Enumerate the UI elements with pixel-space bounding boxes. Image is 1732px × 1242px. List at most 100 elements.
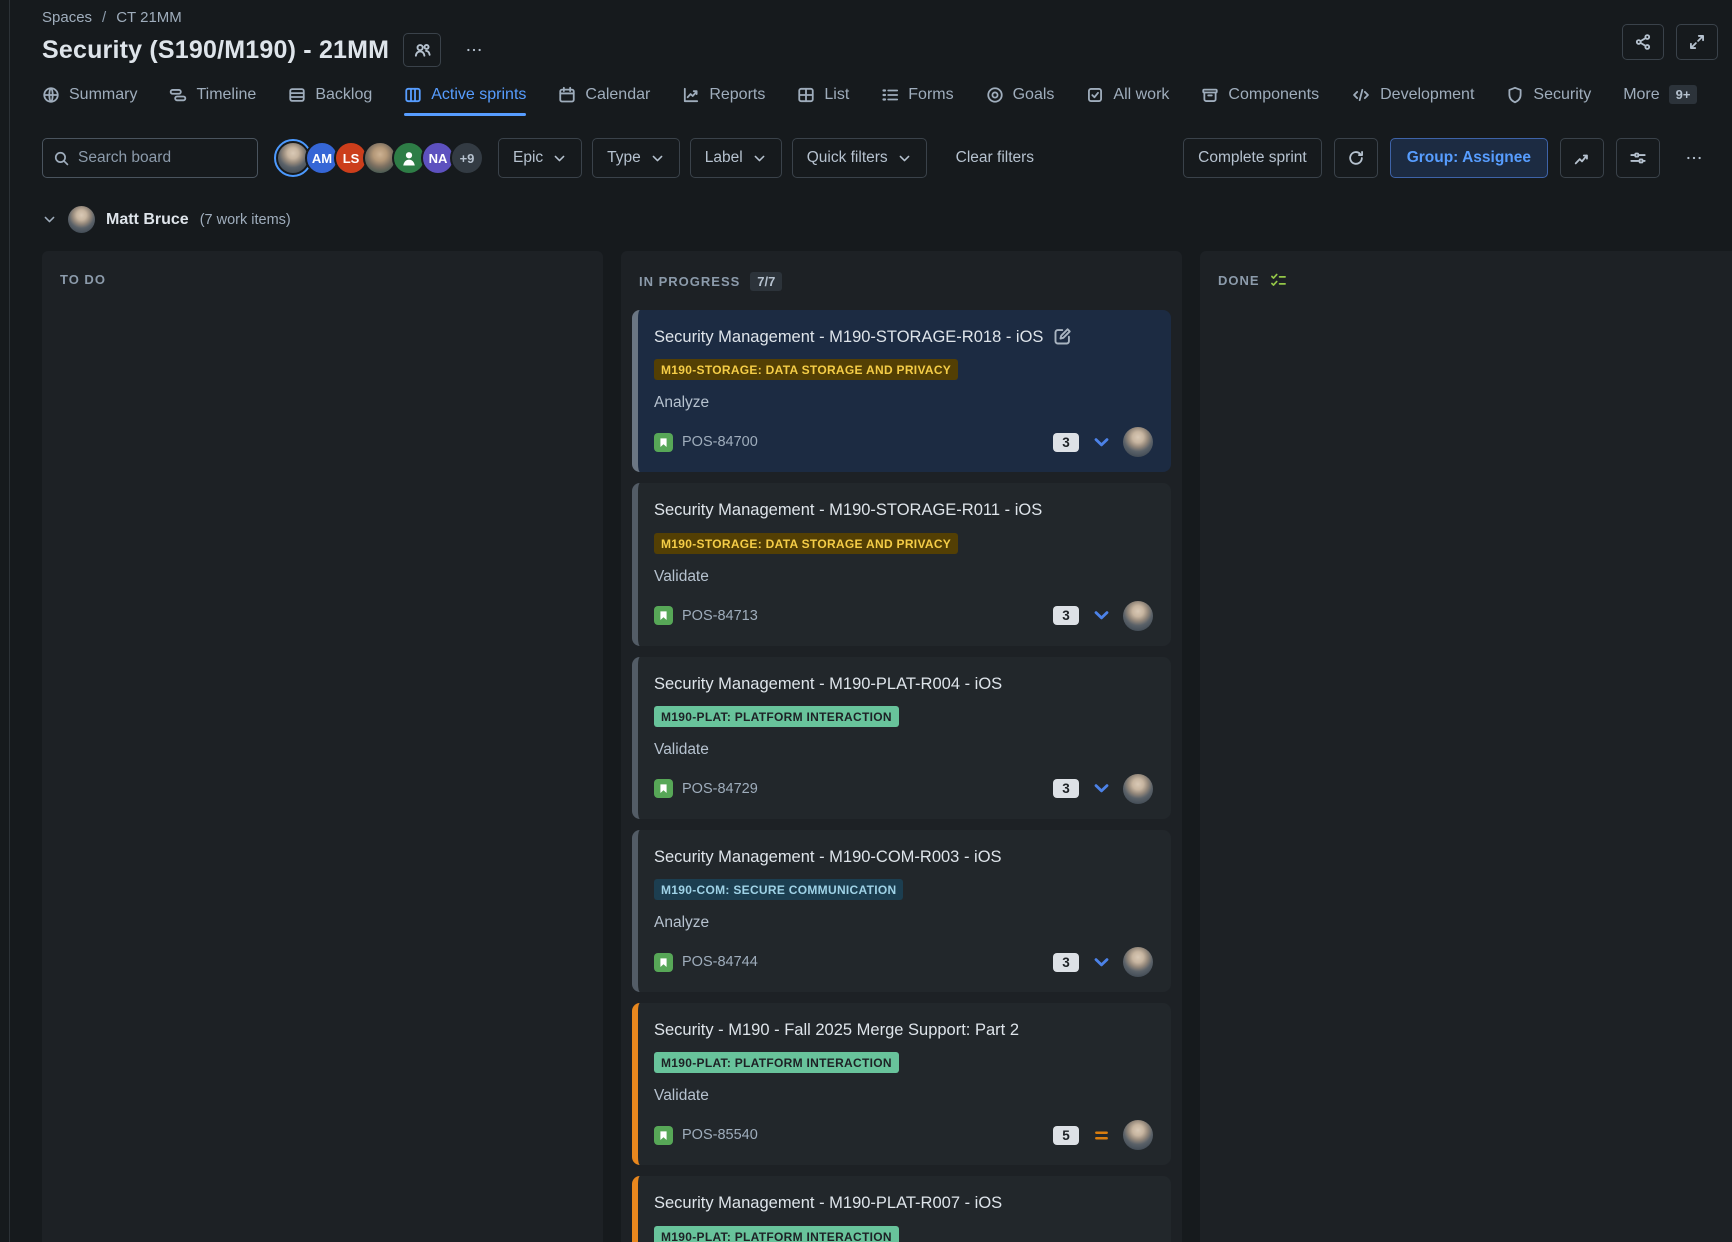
column-to-do: TO DO xyxy=(42,251,603,1242)
breadcrumb-project[interactable]: CT 21MM xyxy=(116,9,182,26)
card-POS-84152[interactable]: Security Management - M190-PLAT-R007 - i… xyxy=(632,1176,1171,1242)
card-title: Security Management - M190-STORAGE-R018 … xyxy=(654,328,1044,346)
dropdown-label: Type xyxy=(607,149,641,166)
column-count-badge: 7/7 xyxy=(750,272,783,291)
card-key[interactable]: POS-84700 xyxy=(682,434,758,451)
edit-icon[interactable] xyxy=(1053,327,1072,346)
card-assignee-avatar[interactable] xyxy=(1123,773,1153,804)
assignee-group-header: Matt Bruce (7 work items) xyxy=(42,206,1732,233)
avatar-initials: NA xyxy=(428,150,448,166)
label-filter-dropdown[interactable]: Label xyxy=(689,138,782,178)
title-more-button[interactable] xyxy=(455,33,493,67)
manage-access-button[interactable] xyxy=(403,33,442,67)
breadcrumb: Spaces / CT 21MM xyxy=(42,0,1732,26)
board-more-button[interactable] xyxy=(1672,138,1716,178)
filter-avatar[interactable]: +9 xyxy=(450,141,484,175)
chevron-down-icon xyxy=(552,151,567,166)
card-title: Security Management - M190-PLAT-R004 - i… xyxy=(654,674,1003,693)
fullscreen-button[interactable] xyxy=(1676,24,1718,60)
filter-avatar[interactable] xyxy=(363,141,397,175)
tab-all-work[interactable]: All work xyxy=(1086,86,1169,116)
backlog-icon xyxy=(288,86,306,104)
tab-list[interactable]: List xyxy=(797,86,849,116)
goals-icon xyxy=(986,86,1004,104)
avatar-initials: LS xyxy=(342,150,360,166)
tab-label: Timeline xyxy=(196,85,257,103)
feedback-loop-icon xyxy=(1347,149,1365,167)
tab-calendar[interactable]: Calendar xyxy=(558,86,650,116)
title-row: Security (S190/M190) - 21MM xyxy=(42,33,1732,67)
card-key[interactable]: POS-85540 xyxy=(682,1127,758,1144)
insights-chart-icon xyxy=(1573,149,1591,167)
board-settings-button[interactable] xyxy=(1616,138,1660,178)
card-assignee-avatar[interactable] xyxy=(1123,427,1153,458)
card-key[interactable]: POS-84729 xyxy=(682,780,758,797)
tab-label: Summary xyxy=(69,85,138,103)
quick-filters-filter-dropdown[interactable]: Quick filters xyxy=(791,138,927,178)
work-item-count: (7 work items) xyxy=(199,211,291,228)
globe-icon xyxy=(42,86,60,104)
chevron-down-icon[interactable] xyxy=(42,212,57,227)
card-status: Validate xyxy=(654,1087,709,1105)
card-title: Security - M190 - Fall 2025 Merge Suppor… xyxy=(654,1021,1019,1040)
clear-filters-button[interactable]: Clear filters xyxy=(941,138,1049,178)
tab-timeline[interactable]: Timeline xyxy=(169,86,256,116)
card-status: Validate xyxy=(654,740,709,758)
chevron-down-icon xyxy=(752,151,767,166)
breadcrumb-spaces[interactable]: Spaces xyxy=(42,9,93,26)
card-assignee-avatar[interactable] xyxy=(1123,600,1153,631)
column-done: DONE xyxy=(1200,251,1732,1242)
tab-backlog[interactable]: Backlog xyxy=(288,86,372,116)
tab-more[interactable]: More 9+ xyxy=(1623,85,1698,116)
card-key[interactable]: POS-84713 xyxy=(682,607,758,624)
tab-label: Backlog xyxy=(315,85,373,103)
tab-summary[interactable]: Summary xyxy=(42,86,137,116)
tab-label: All work xyxy=(1113,85,1170,103)
priority-low-icon xyxy=(1092,606,1111,625)
card-assignee-avatar[interactable] xyxy=(1123,1120,1153,1151)
type-filter-dropdown[interactable]: Type xyxy=(592,138,680,178)
card-POS-84744[interactable]: Security Management - M190-COM-R003 - iO… xyxy=(632,829,1171,993)
avatar-initials: AM xyxy=(311,150,333,166)
filter-avatar[interactable]: LS xyxy=(334,141,368,175)
all-work-icon xyxy=(1086,86,1104,104)
complete-sprint-button[interactable]: Complete sprint xyxy=(1183,138,1322,178)
card-POS-84713[interactable]: Security Management - M190-STORAGE-R011 … xyxy=(632,483,1171,646)
breadcrumb-separator: / xyxy=(102,9,107,26)
tab-components[interactable]: Components xyxy=(1201,86,1319,116)
filter-avatar[interactable]: NA xyxy=(421,141,455,175)
group-by-button[interactable]: Group: Assignee xyxy=(1389,138,1548,178)
card-POS-85540[interactable]: Security - M190 - Fall 2025 Merge Suppor… xyxy=(632,1003,1171,1166)
tab-development[interactable]: Development xyxy=(1351,86,1474,116)
tab-active-sprints[interactable]: Active sprints xyxy=(404,86,527,116)
story-type-icon xyxy=(654,779,673,799)
calendar-icon xyxy=(558,86,576,104)
dropdown-label: Label xyxy=(704,149,743,166)
card-assignee-avatar[interactable] xyxy=(1123,947,1153,978)
tab-label: Calendar xyxy=(585,85,651,103)
search-board-input[interactable] xyxy=(78,149,247,167)
column-title: IN PROGRESS xyxy=(639,274,741,289)
card-POS-84729[interactable]: Security Management - M190-PLAT-R004 - i… xyxy=(632,656,1171,819)
filter-avatar[interactable]: AM xyxy=(305,141,339,175)
view-tab-bar: Summary Timeline Backlog Active sprints Cale… xyxy=(42,85,1732,116)
tab-reports[interactable]: Reports xyxy=(682,86,765,116)
column-title: DONE xyxy=(1218,273,1260,288)
tab-security[interactable]: Security xyxy=(1506,86,1591,116)
board-icon xyxy=(404,86,422,104)
tab-forms[interactable]: Forms xyxy=(881,86,954,116)
avatar-initials: +9 xyxy=(459,150,475,166)
feedback-button[interactable] xyxy=(1333,138,1378,178)
chevron-down-icon xyxy=(650,151,665,166)
insights-button[interactable] xyxy=(1560,138,1604,178)
person-icon xyxy=(399,148,419,168)
assignee-avatar-stack: AM LS NA +9 xyxy=(274,139,484,177)
assignee-avatar xyxy=(68,206,95,233)
share-button[interactable] xyxy=(1622,24,1664,60)
epic-filter-dropdown[interactable]: Epic xyxy=(498,138,583,178)
card-key[interactable]: POS-84744 xyxy=(682,954,758,971)
card-POS-84700[interactable]: Security Management - M190-STORAGE-R018 … xyxy=(632,310,1171,473)
story-type-icon xyxy=(654,1125,673,1145)
tab-goals[interactable]: Goals xyxy=(986,86,1054,116)
